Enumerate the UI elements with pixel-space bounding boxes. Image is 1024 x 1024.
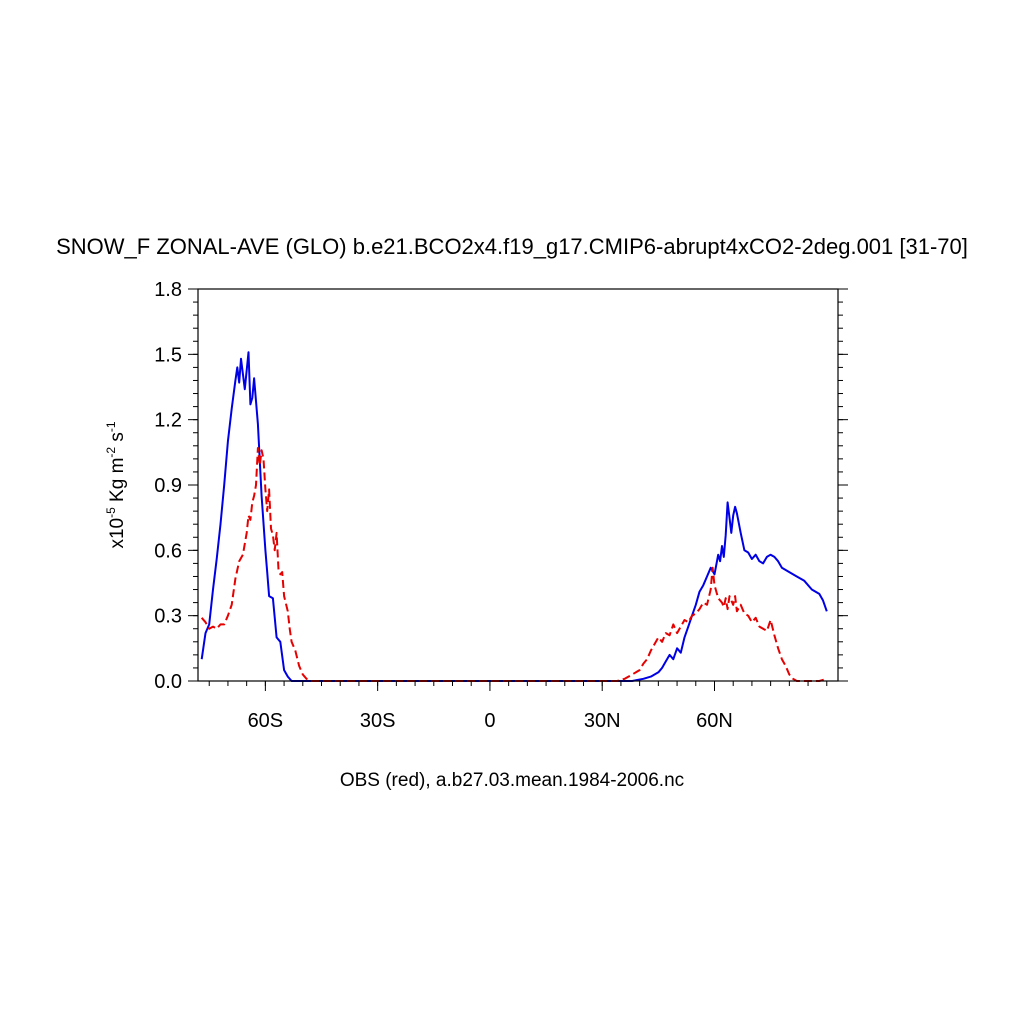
x-axis-caption: OBS (red), a.b27.03.mean.1984-2006.nc [339,770,685,791]
series-line-1 [200,351,828,682]
y-tick-label: 1.8 [154,279,182,301]
y-tick-label: 0.6 [154,540,182,562]
y-tick-label: 0.0 [154,671,182,693]
x-tick-label: 30S [360,710,396,732]
y-tick-label: 0.9 [154,475,182,497]
ticks-layer: 0.0 0.3 0.6 0.9 1.2 1.5 1.8 60S 30S 0 30N 60N [154,279,848,732]
series-layer [200,351,828,682]
y-tick-label: 1.2 [154,410,182,432]
x-tick-label: 60S [248,710,284,732]
x-tick-label: 0 [484,710,495,732]
series-line-2 [200,447,828,682]
y-tick-label: 0.3 [154,606,182,628]
plot-frame [197,288,839,682]
x-tick-label: 30N [584,710,621,732]
chart-title: SNOW_F ZONAL-AVE (GLO) b.e21.BCO2x4.f19_… [56,234,968,259]
y-tick-label: 1.5 [154,344,182,366]
x-tick-label: 60N [696,710,733,732]
